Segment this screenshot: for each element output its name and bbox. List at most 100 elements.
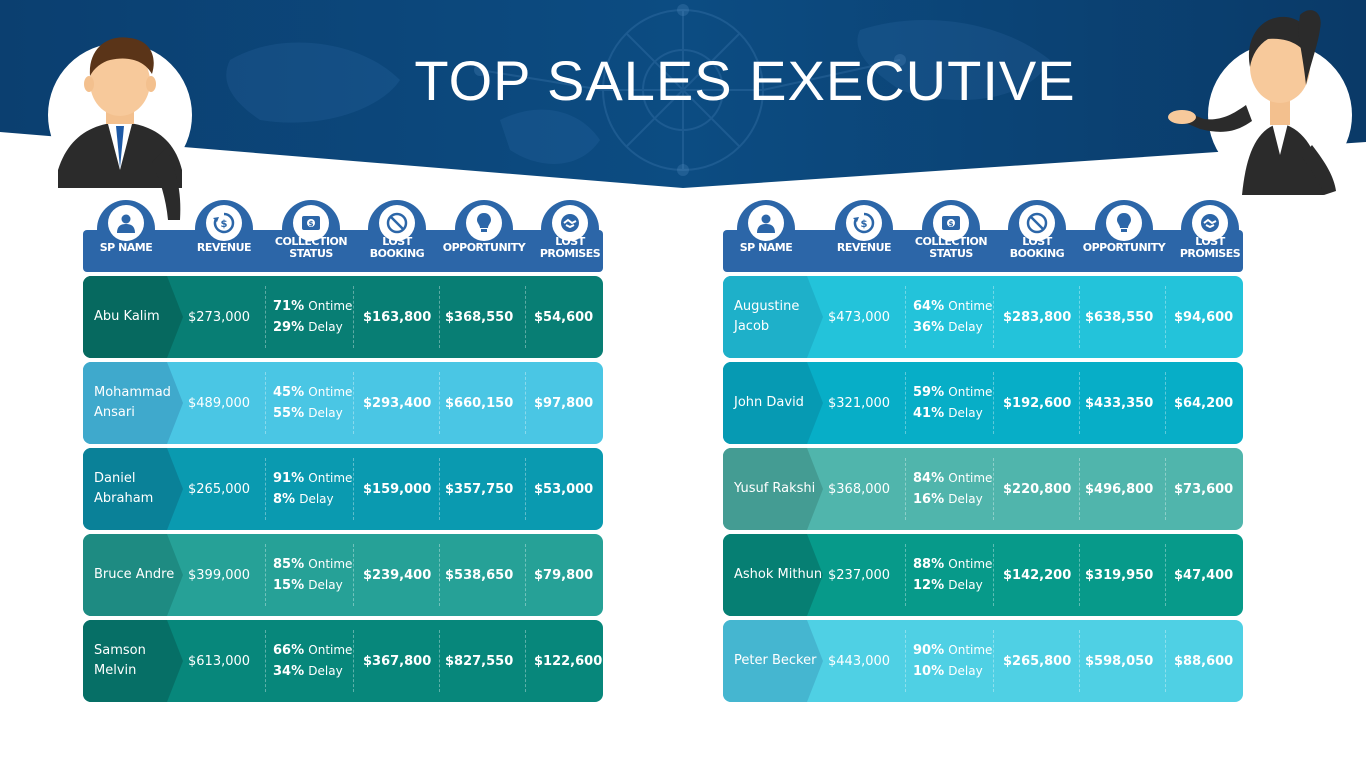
column-divider — [353, 458, 354, 520]
opportunity-value: $638,550 — [1085, 309, 1154, 325]
collection-status: 84% Ontime 16% Delay — [913, 448, 998, 530]
column-divider — [353, 630, 354, 692]
opportunity-value: $496,800 — [1085, 481, 1154, 497]
lost-booking-value: $192,600 — [1003, 395, 1072, 411]
businessman-illustration — [48, 37, 192, 220]
svg-text:$: $ — [861, 219, 868, 230]
lost-promises-value: $54,600 — [534, 309, 594, 325]
name-chevron — [83, 448, 183, 530]
sp-name: John David — [734, 395, 804, 410]
name-chevron — [723, 534, 823, 616]
table-header: SP NAME $ REVENUE $ COLLECTION STATUS LOS… — [83, 200, 603, 272]
delay-label: Delay — [948, 492, 983, 506]
header-bar — [83, 230, 603, 272]
lost-promises-value: $97,800 — [534, 395, 594, 411]
column-header-collection-status: $ COLLECTION STATUS — [265, 200, 357, 272]
name-chevron — [723, 276, 823, 358]
delay-percent: 10% — [913, 664, 945, 679]
column-divider — [525, 286, 526, 348]
sp-name: Peter Becker — [734, 653, 817, 668]
opportunity-value: $357,750 — [445, 481, 514, 497]
delay-label: Delay — [308, 578, 343, 592]
column-label: COLLECTION — [914, 235, 988, 248]
blocked-icon — [379, 205, 415, 241]
column-divider — [525, 544, 526, 606]
svg-text:$: $ — [309, 220, 314, 228]
revenue-value: $237,000 — [828, 567, 891, 583]
table-body: Abu Kalim $273,000 71% Ontime 29% Delay $163… — [83, 276, 603, 702]
revenue-value: $321,000 — [828, 395, 891, 411]
column-divider — [353, 286, 354, 348]
ontime-label: Ontime — [308, 471, 353, 485]
lost-promises-value: $94,600 — [1174, 309, 1234, 325]
lost-promises-value: $88,600 — [1174, 653, 1234, 669]
column-label: OPPORTUNITY — [1082, 241, 1166, 254]
table-row: Mohammad Ansari $489,000 45% Ontime 55% Del… — [83, 362, 603, 444]
ontime-percent: 59% — [913, 385, 945, 400]
column-divider — [1079, 544, 1080, 606]
opportunity-value: $319,950 — [1085, 567, 1154, 583]
column-label: LOST — [382, 235, 412, 248]
name-chevron — [723, 448, 823, 530]
delay-label: Delay — [308, 664, 343, 678]
cash-icon: $ — [933, 205, 969, 241]
cash-icon: $ — [293, 205, 329, 241]
table-row: Daniel Abraham $265,000 91% Ontime 8% Delay… — [83, 448, 603, 530]
opportunity-value: $827,550 — [445, 653, 514, 669]
column-label: LOST — [1022, 235, 1052, 248]
lightbulb-icon — [466, 205, 502, 241]
column-header-sp-name: SP NAME — [723, 200, 809, 272]
ontime-percent: 84% — [913, 471, 945, 486]
blocked-icon — [1019, 205, 1055, 241]
column-header-revenue: $ REVENUE — [820, 200, 908, 272]
column-divider — [439, 544, 440, 606]
column-header-opportunity: OPPORTUNITY — [1079, 200, 1169, 272]
opportunity-value: $660,150 — [445, 395, 514, 411]
column-divider — [1079, 458, 1080, 520]
column-label: BOOKING — [1009, 247, 1065, 260]
column-divider — [905, 372, 906, 434]
revenue-value: $368,000 — [828, 481, 891, 497]
revenue-value: $489,000 — [188, 395, 251, 411]
column-divider — [1165, 630, 1166, 692]
opportunity-value: $538,650 — [445, 567, 514, 583]
column-divider — [1165, 458, 1166, 520]
column-divider — [439, 372, 440, 434]
column-header-lost-booking: LOST BOOKING — [353, 200, 441, 272]
table-row: Yusuf Rakshi $368,000 84% Ontime 16% Delay $… — [723, 448, 1243, 530]
revenue-value: $399,000 — [188, 567, 251, 583]
table-row: John David $321,000 59% Ontime 41% Delay $19… — [723, 362, 1243, 444]
ontime-label: Ontime — [948, 385, 993, 399]
name-chevron — [83, 620, 183, 702]
lost-promises-value: $73,600 — [1174, 481, 1234, 497]
delay-percent: 41% — [913, 406, 945, 421]
lost-booking-value: $239,400 — [363, 567, 432, 583]
column-divider — [1165, 286, 1166, 348]
svg-text:$: $ — [221, 219, 228, 230]
column-label: PROMISES — [1179, 247, 1241, 260]
table-row: Samson Melvin $613,000 66% Ontime 34% Delay… — [83, 620, 603, 702]
lost-booking-value: $220,800 — [1003, 481, 1072, 497]
delay-percent: 29% — [273, 320, 305, 335]
column-label: LOST — [1195, 235, 1225, 248]
column-divider — [439, 286, 440, 348]
delay-label: Delay — [308, 406, 343, 420]
person-icon — [748, 205, 784, 241]
column-label: REVENUE — [196, 241, 252, 254]
column-divider — [993, 630, 994, 692]
column-header-lost-booking: LOST BOOKING — [993, 200, 1081, 272]
column-header-sp-name: SP NAME — [83, 200, 169, 272]
ontime-percent: 90% — [913, 643, 945, 658]
table-row: Augustine Jacob $473,000 64% Ontime 36% Del… — [723, 276, 1243, 358]
column-divider — [265, 630, 266, 692]
table-row: Ashok Mithun $237,000 88% Ontime 12% Delay $… — [723, 534, 1243, 616]
lost-booking-value: $283,800 — [1003, 309, 1072, 325]
header-banner — [0, 0, 1366, 188]
sp-name: Daniel Abraham — [94, 471, 154, 506]
collection-status: 64% Ontime 36% Delay — [913, 276, 998, 358]
ontime-percent: 64% — [913, 299, 945, 314]
column-label: LOST — [555, 235, 585, 248]
delay-percent: 34% — [273, 664, 305, 679]
delay-label: Delay — [308, 320, 343, 334]
revenue-value: $273,000 — [188, 309, 251, 325]
